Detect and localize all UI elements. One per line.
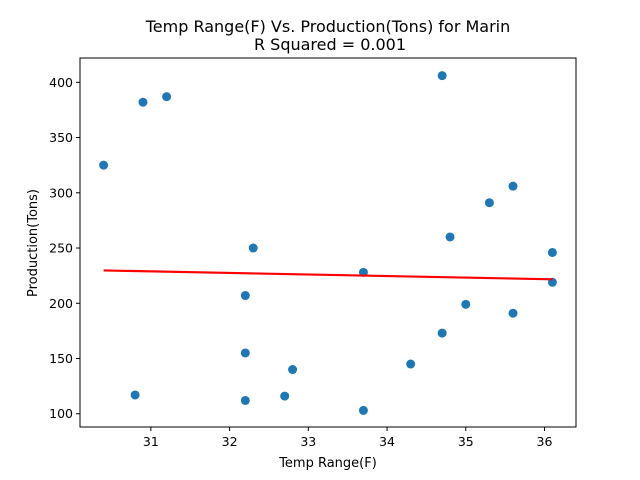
scatter-point	[508, 181, 518, 191]
y-tick-label: 150	[49, 351, 73, 366]
x-tick-label: 31	[143, 434, 159, 449]
y-tick-label: 250	[49, 241, 73, 256]
scatter-point	[130, 390, 140, 400]
x-tick-label: 35	[458, 434, 474, 449]
scatter-point	[445, 232, 455, 242]
x-tick-label: 32	[222, 434, 238, 449]
y-tick-label: 300	[49, 185, 73, 200]
y-tick-label: 350	[49, 130, 73, 145]
scatter-point	[484, 198, 494, 208]
scatter-point	[138, 97, 148, 107]
x-axis-label: Temp Range(F)	[278, 456, 377, 471]
scatter-point	[288, 365, 298, 375]
y-tick-label: 200	[49, 296, 73, 311]
scatter-point	[358, 405, 368, 415]
x-tick-label: 34	[379, 434, 395, 449]
y-tick-label: 400	[49, 75, 73, 90]
scatter-point	[248, 243, 258, 253]
scatter-point	[508, 308, 518, 318]
scatter-point	[240, 395, 250, 405]
x-tick-label: 33	[300, 434, 316, 449]
plot-area	[99, 71, 557, 415]
chart-title: Temp Range(F) Vs. Production(Tons) for M…	[145, 17, 511, 36]
regression-line	[103, 269, 553, 281]
scatter-point	[461, 299, 471, 309]
scatter-point	[240, 291, 250, 301]
y-tick-label: 100	[49, 406, 73, 421]
x-tick-label: 36	[537, 434, 553, 449]
plot-frame	[79, 57, 577, 428]
scatter-point	[280, 391, 290, 401]
scatter-point	[240, 348, 250, 358]
y-axis-label: Production(Tons)	[26, 189, 41, 297]
scatter-point	[437, 328, 447, 338]
chart-subtitle: R Squared = 0.001	[254, 35, 406, 54]
scatter-point	[162, 92, 172, 102]
scatter-point	[547, 247, 557, 257]
scatter-point	[99, 160, 109, 170]
scatter-point	[406, 359, 416, 369]
scatter-point	[437, 71, 447, 81]
